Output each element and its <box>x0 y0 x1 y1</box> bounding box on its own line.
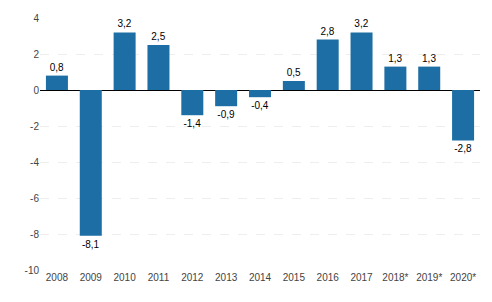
svg-text:-4: -4 <box>30 157 39 168</box>
svg-text:-0,9: -0,9 <box>217 109 235 120</box>
svg-text:-2: -2 <box>30 121 39 132</box>
svg-text:2015: 2015 <box>283 272 306 283</box>
svg-text:2,8: 2,8 <box>321 26 335 37</box>
svg-text:-1,4: -1,4 <box>183 118 201 129</box>
svg-text:1,3: 1,3 <box>422 53 436 64</box>
svg-text:2014: 2014 <box>249 272 272 283</box>
svg-text:2018*: 2018* <box>382 272 408 283</box>
svg-text:-10: -10 <box>25 265 40 276</box>
svg-text:4: 4 <box>33 13 39 24</box>
svg-text:2,5: 2,5 <box>151 31 165 42</box>
svg-text:1,3: 1,3 <box>388 53 402 64</box>
svg-text:-8,1: -8,1 <box>82 239 100 250</box>
svg-text:0,5: 0,5 <box>287 67 301 78</box>
svg-text:2017: 2017 <box>350 272 373 283</box>
svg-text:2011: 2011 <box>148 272 170 283</box>
svg-text:0: 0 <box>33 85 39 96</box>
svg-text:2008: 2008 <box>46 272 69 283</box>
svg-text:2: 2 <box>33 49 39 60</box>
svg-text:2009: 2009 <box>80 272 103 283</box>
svg-text:0,8: 0,8 <box>50 62 64 73</box>
svg-text:2019*: 2019* <box>416 272 442 283</box>
svg-text:2010: 2010 <box>113 272 136 283</box>
svg-text:-6: -6 <box>30 193 39 204</box>
svg-text:3,2: 3,2 <box>117 18 131 29</box>
svg-text:2016: 2016 <box>317 272 340 283</box>
svg-text:2012: 2012 <box>181 272 204 283</box>
svg-text:3,2: 3,2 <box>354 18 368 29</box>
svg-text:-0,4: -0,4 <box>251 100 269 111</box>
svg-text:2013: 2013 <box>215 272 238 283</box>
svg-text:-8: -8 <box>30 229 39 240</box>
svg-text:-2,8: -2,8 <box>454 143 472 154</box>
svg-text:2020*: 2020* <box>450 272 476 283</box>
